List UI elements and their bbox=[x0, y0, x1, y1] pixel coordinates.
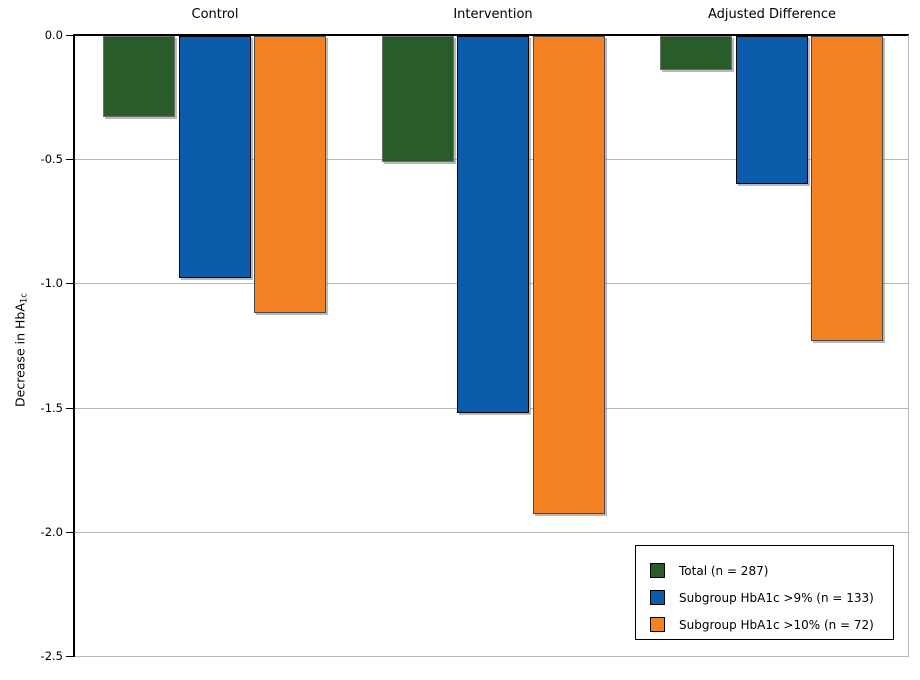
y-tick-mark--2.0 bbox=[66, 532, 75, 533]
legend-label-total: Total (n = 287) bbox=[679, 563, 769, 578]
group-title-adjusted-difference: Adjusted Difference bbox=[707, 7, 837, 22]
bar-intervention-s0 bbox=[382, 36, 454, 162]
bar-adjusted-difference-s2 bbox=[811, 36, 883, 341]
legend-swatch-blue bbox=[650, 590, 665, 605]
y-tick-mark-0.0 bbox=[66, 35, 75, 36]
y-tick-mark--2.5 bbox=[66, 656, 75, 657]
y-tick-label-4: -2.0 bbox=[40, 525, 63, 539]
gridline--2.0 bbox=[75, 532, 909, 533]
y-tick-mark--1.5 bbox=[66, 408, 75, 409]
y-axis-label-main: Decrease in HbA bbox=[12, 303, 28, 407]
y-tick-mark--0.5 bbox=[66, 159, 75, 160]
legend-item-subgroup-9: Subgroup HbA1c >9% (n = 133) bbox=[650, 584, 893, 611]
y-tick-label-5: -2.5 bbox=[40, 649, 63, 663]
y-axis-line bbox=[73, 34, 75, 657]
y-axis-label-subscript: 1c bbox=[19, 293, 30, 304]
plot-right-border bbox=[908, 35, 909, 656]
group-title-intervention: Intervention bbox=[453, 7, 533, 22]
legend-label-subgroup-10: Subgroup HbA1c >10% (n = 72) bbox=[679, 617, 874, 632]
legend: Total (n = 287) Subgroup HbA1c >9% (n = … bbox=[635, 545, 894, 640]
bar-control-s0 bbox=[103, 36, 175, 117]
legend-item-subgroup-10: Subgroup HbA1c >10% (n = 72) bbox=[650, 611, 893, 638]
bar-intervention-s2 bbox=[533, 36, 605, 514]
y-tick-label-1: -0.5 bbox=[40, 152, 63, 166]
bar-adjusted-difference-s0 bbox=[660, 36, 732, 70]
legend-swatch-green bbox=[650, 563, 665, 578]
group-title-control: Control bbox=[191, 7, 239, 22]
legend-swatch-orange bbox=[650, 617, 665, 632]
y-tick-label-3: -1.5 bbox=[40, 401, 63, 415]
bar-control-s2 bbox=[254, 36, 326, 313]
y-tick-label-2: -1.0 bbox=[40, 276, 63, 290]
y-tick-mark--1.0 bbox=[66, 283, 75, 284]
y-tick-label-0: 0.0 bbox=[44, 28, 63, 42]
bar-control-s1 bbox=[179, 36, 251, 278]
zero-baseline bbox=[75, 34, 909, 36]
gridline--2.5 bbox=[75, 656, 909, 657]
bar-adjusted-difference-s1 bbox=[736, 36, 808, 184]
bar-intervention-s1 bbox=[457, 36, 529, 413]
y-axis-label: Decrease in HbA1c bbox=[12, 293, 29, 407]
legend-item-total: Total (n = 287) bbox=[650, 557, 893, 584]
legend-label-subgroup-9: Subgroup HbA1c >9% (n = 133) bbox=[679, 590, 874, 605]
